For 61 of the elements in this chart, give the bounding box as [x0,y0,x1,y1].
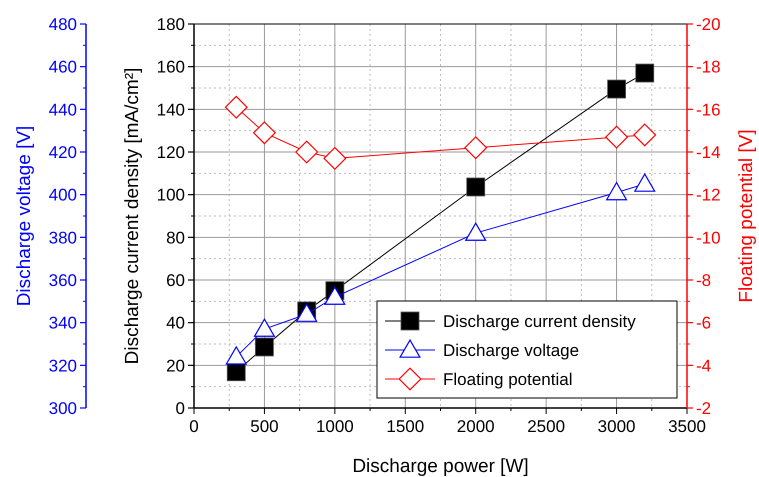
point [466,178,486,196]
y-tick-label: 20 [166,356,185,376]
y3-tick-label: 480 [48,14,77,34]
x-tick-label: 500 [250,417,279,436]
point [464,136,488,160]
x-tick-label: 1000 [316,417,354,436]
x-tick-label: 0 [189,417,199,436]
y-tick-label: 140 [156,100,185,120]
x-axis-title: Discharge power [W] [352,456,529,477]
point [633,124,656,146]
point [465,222,486,241]
point [607,80,626,98]
y2-tick-label: -14 [696,142,721,162]
y3-tick-label: 300 [48,398,77,418]
point [253,121,276,144]
point [226,346,247,365]
y3-tick-label: 460 [48,58,77,77]
y2-tick-label: -2 [696,398,712,418]
x-tick-label: 3500 [668,417,706,436]
y2-tick-label: -4 [696,356,712,376]
legend-label: Discharge voltage [443,340,580,360]
point [254,318,275,337]
x-tick-label: 2500 [527,417,566,436]
y-axis-title: Discharge current density [mA/cm²] [122,68,143,364]
x-tick-label: 2000 [456,417,495,436]
y2-tick-label: -8 [696,270,712,290]
y3-tick-label: 380 [48,228,77,248]
y3-axis-title: Discharge voltage [V] [14,126,35,306]
y-tick-label: 180 [156,14,185,34]
y2-tick-label: -20 [696,14,721,34]
y3-tick-label: 400 [48,186,77,205]
x-tick-label: 1500 [386,417,424,436]
y2-tick-label: -18 [696,58,721,77]
point [295,140,318,164]
y2-tick-label: -16 [696,100,721,120]
y3-tick-label: 440 [48,100,77,120]
y3-tick-label: 360 [48,270,77,290]
y2-tick-label: -10 [696,228,721,248]
y3-tick-label: 340 [48,314,77,333]
y2-axis-title: Floating potential [V] [736,129,757,303]
y-tick-label: 120 [156,142,185,162]
point [605,126,628,148]
y-tick-label: 60 [166,270,185,290]
point [323,147,346,170]
legend-label: Discharge current density [443,312,636,331]
point [606,182,628,200]
point [224,96,248,119]
y3-tick-label: 420 [48,142,77,162]
x-tick-label: 3000 [598,417,636,436]
y-tick-label: 100 [156,186,185,205]
y-tick-label: 160 [156,58,185,77]
point [635,64,654,82]
point [255,338,274,356]
y-tick-label: 0 [176,398,185,418]
legend-label: Floating potential [443,370,572,389]
y3-tick-label: 320 [48,356,77,376]
y2-tick-label: -6 [696,314,712,333]
y2-tick-label: -12 [696,186,721,205]
point [324,286,346,305]
y-tick-label: 80 [166,228,185,248]
y-tick-label: 40 [166,314,185,333]
